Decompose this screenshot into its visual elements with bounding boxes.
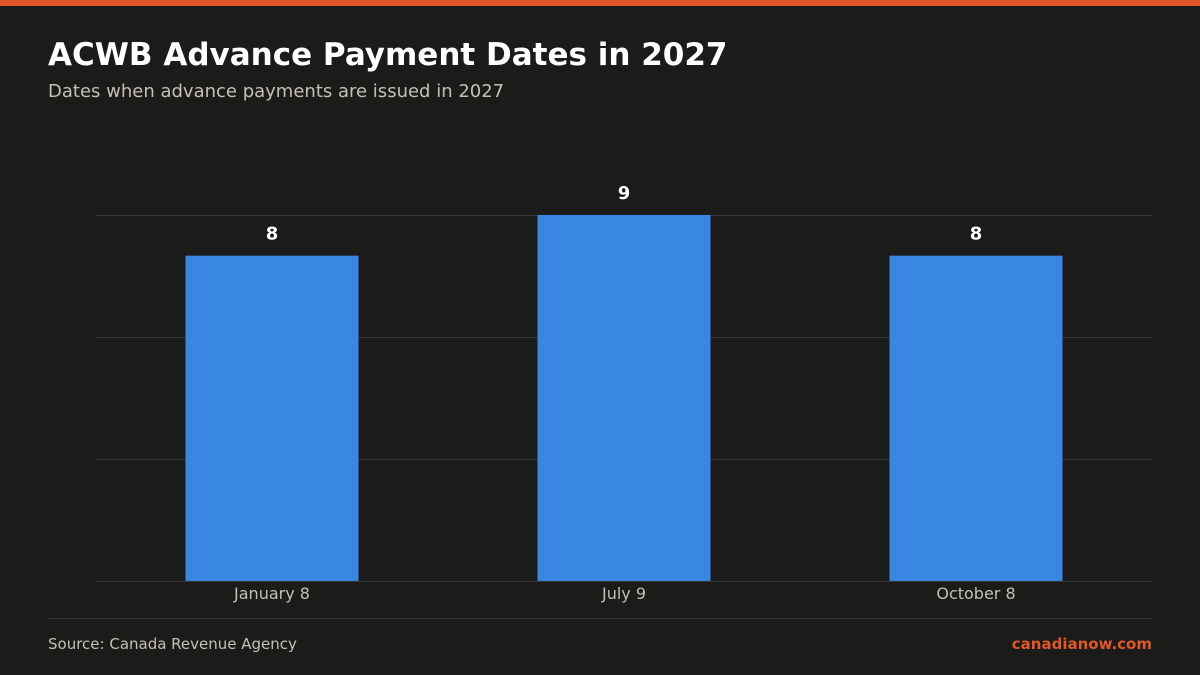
bar [185, 255, 359, 581]
chart-subtitle: Dates when advance payments are issued i… [48, 81, 505, 102]
labels: 8 January 8 9 July 9 8 October 8 [233, 183, 1016, 603]
data-label: 8 [266, 224, 279, 245]
x-tick-label: October 8 [936, 584, 1015, 603]
brand-link[interactable]: canadianow.com [1011, 635, 1152, 653]
source-note: Source: Canada Revenue Agency [48, 635, 297, 653]
accent-top-bar [0, 0, 1200, 6]
bar [889, 255, 1063, 581]
x-tick-label: July 9 [601, 584, 646, 603]
x-tick-label: January 8 [233, 584, 310, 603]
chart-title: ACWB Advance Payment Dates in 2027 [48, 37, 728, 73]
data-label: 9 [618, 183, 631, 204]
bars [185, 215, 1063, 581]
data-label: 8 [970, 224, 983, 245]
bar [537, 215, 711, 581]
footer-divider [48, 618, 1152, 619]
